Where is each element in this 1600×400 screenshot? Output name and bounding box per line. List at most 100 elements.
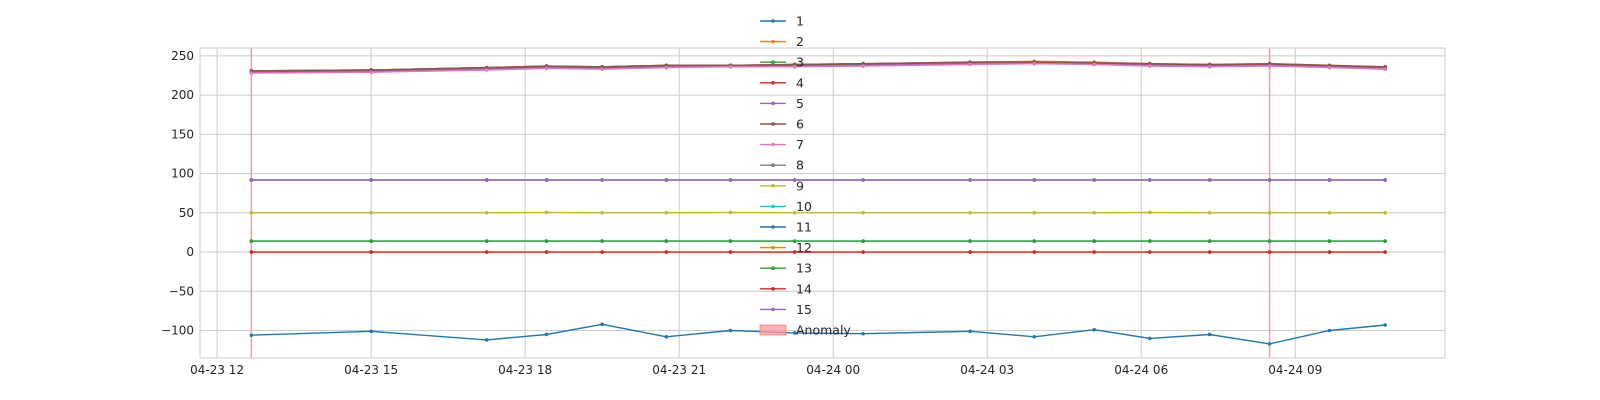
legend-label: 12 xyxy=(796,240,812,255)
data-point xyxy=(249,71,254,75)
data-point xyxy=(1092,62,1096,67)
data-point xyxy=(600,250,604,254)
legend-item: 5 xyxy=(760,96,804,111)
plot-area xyxy=(200,48,1445,358)
data-point xyxy=(1207,65,1212,69)
data-point xyxy=(484,211,489,215)
data-point xyxy=(1383,211,1387,215)
y-tick-label: 100 xyxy=(171,167,194,181)
data-point xyxy=(792,331,797,335)
data-point xyxy=(664,178,669,182)
y-tick-label: 50 xyxy=(179,206,194,220)
legend-marker xyxy=(771,101,775,106)
legend-swatch xyxy=(759,324,787,336)
legend-item: 1 xyxy=(760,14,804,29)
legend-item: 12 xyxy=(760,240,812,255)
data-point xyxy=(369,329,373,334)
legend-marker xyxy=(771,225,775,229)
legend-marker xyxy=(771,266,775,271)
legend-item: 13 xyxy=(760,261,812,276)
data-point xyxy=(792,65,797,69)
legend-label: 5 xyxy=(796,96,804,111)
data-point xyxy=(728,65,733,69)
data-point xyxy=(1207,239,1212,243)
data-point xyxy=(861,239,865,243)
legend-marker xyxy=(771,245,775,250)
data-point xyxy=(792,239,797,243)
legend-label: Anomaly xyxy=(796,323,851,338)
data-point xyxy=(861,211,865,215)
data-point xyxy=(544,210,549,215)
data-point xyxy=(1267,250,1272,254)
legend-marker xyxy=(771,142,775,147)
data-point xyxy=(861,64,865,68)
y-tick-label: 250 xyxy=(171,49,194,63)
data-point xyxy=(544,250,549,254)
data-point xyxy=(664,211,669,215)
legend-label: 4 xyxy=(796,75,804,90)
data-point xyxy=(664,250,669,254)
x-axis: 04-23 12 04-23 15 04-23 18 04-23 21 04-24 00… xyxy=(190,363,1322,377)
legend-label: 9 xyxy=(796,178,804,193)
legend-item: 8 xyxy=(760,158,804,173)
data-point xyxy=(249,211,254,215)
x-tick-label: 04-24 00 xyxy=(806,363,860,377)
data-point xyxy=(249,178,254,182)
legend-label: 2 xyxy=(796,34,804,49)
data-point xyxy=(1092,178,1096,182)
data-point xyxy=(1092,239,1096,243)
y-tick-label: 0 xyxy=(186,245,194,259)
data-point xyxy=(1147,336,1152,341)
legend-item: 6 xyxy=(760,117,804,132)
legend-label: 15 xyxy=(796,302,812,317)
y-tick-label: 200 xyxy=(171,88,194,102)
data-point xyxy=(664,335,669,339)
legend-marker xyxy=(771,39,775,44)
data-point xyxy=(728,328,733,333)
legend-item: 15 xyxy=(760,302,812,317)
data-point xyxy=(968,62,972,67)
legend-marker xyxy=(771,122,775,126)
data-point xyxy=(1207,178,1212,182)
data-point xyxy=(1383,323,1387,327)
y-axis: 250 200 150 100 50 0 −50 −100 xyxy=(161,49,194,338)
data-point xyxy=(1032,211,1037,215)
data-point xyxy=(792,178,797,182)
data-point xyxy=(369,211,373,215)
legend-item: 3 xyxy=(760,55,804,70)
legend-label: 8 xyxy=(796,158,804,173)
data-point xyxy=(369,70,373,75)
data-point xyxy=(1147,64,1152,68)
data-point xyxy=(728,210,733,215)
data-point xyxy=(1327,65,1332,70)
data-point xyxy=(544,66,549,71)
plot-frame xyxy=(199,47,1446,359)
legend-label: 13 xyxy=(796,261,812,276)
data-point xyxy=(861,331,865,336)
data-point xyxy=(484,239,489,243)
y-tick-label: −50 xyxy=(169,284,194,298)
legend-item: 2 xyxy=(760,34,804,49)
data-point xyxy=(968,329,972,334)
x-tick-label: 04-23 21 xyxy=(652,363,706,377)
legend-item: 10 xyxy=(760,199,812,214)
legend-label: 3 xyxy=(796,55,804,70)
data-point xyxy=(369,239,373,243)
data-point xyxy=(1147,239,1152,243)
y-tick-label: −100 xyxy=(161,324,194,338)
data-point xyxy=(600,211,604,215)
x-tick-label: 04-23 12 xyxy=(190,363,244,377)
legend-item: Anomaly xyxy=(759,323,851,338)
data-point xyxy=(664,239,669,243)
data-point xyxy=(1032,178,1037,182)
data-point xyxy=(1147,250,1152,254)
legend-item: 11 xyxy=(760,220,812,235)
x-tick-label: 04-23 15 xyxy=(344,363,398,377)
data-point xyxy=(544,332,549,337)
series-7 xyxy=(249,61,1387,75)
data-point xyxy=(1267,211,1272,215)
data-point xyxy=(1032,239,1037,243)
legend-item: 9 xyxy=(760,178,804,193)
legend-item: 14 xyxy=(760,281,812,296)
